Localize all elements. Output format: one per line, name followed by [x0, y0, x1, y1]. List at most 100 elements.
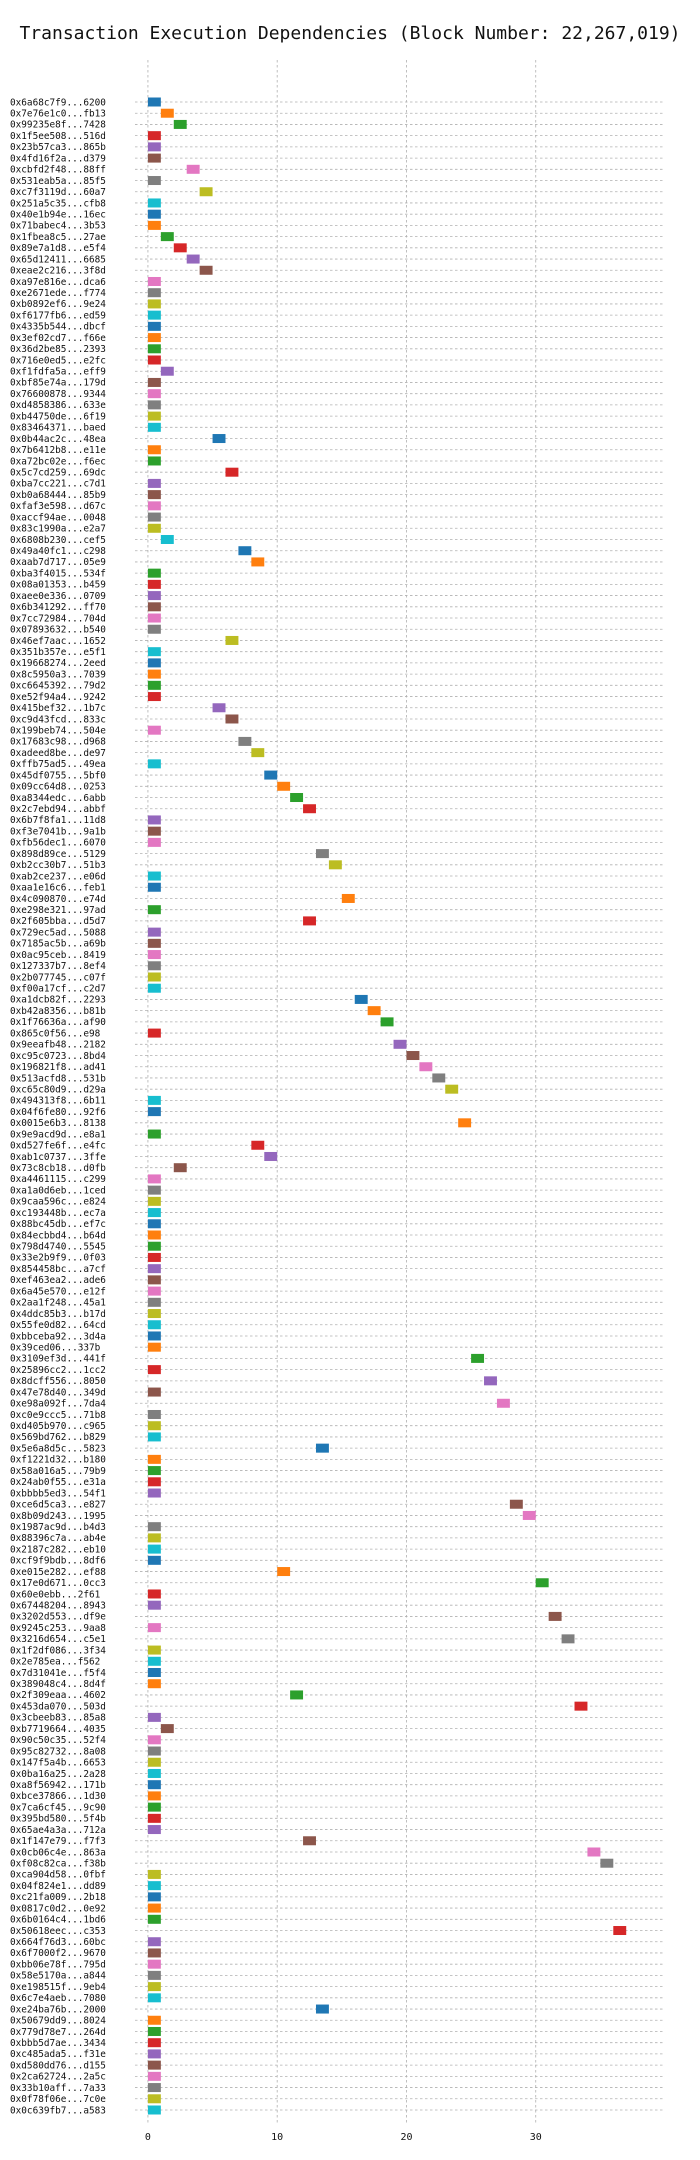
y-tick-label: 0x7d31041e...f5f4: [10, 1668, 106, 1679]
transaction-bar: [173, 119, 187, 129]
y-tick-label: 0xbce37866...1d30: [10, 1791, 106, 1802]
transaction-bar: [264, 1151, 278, 1161]
transaction-bar: [574, 1701, 588, 1711]
y-tick-label: 0x65ae4a3a...712a: [10, 1825, 106, 1836]
transaction-bar: [147, 624, 161, 634]
transaction-bar: [147, 871, 161, 881]
y-tick-label: 0x76600878...9344: [10, 389, 106, 400]
y-tick-label: 0x147f5a4b...6653: [10, 1758, 106, 1769]
transaction-bar: [147, 972, 161, 982]
transaction-bar: [147, 344, 161, 354]
transaction-bar: [238, 736, 252, 746]
y-tick-label: 0xd4858386...633e: [10, 400, 106, 411]
y-tick-label: 0xd405b970...c965: [10, 1421, 106, 1432]
y-tick-label: 0x83464371...baed: [10, 423, 106, 434]
transaction-bar: [147, 1533, 161, 1543]
y-tick-label: 0xbbbb5ed3...54f1: [10, 1488, 106, 1499]
transaction-bar: [147, 1129, 161, 1139]
y-tick-label: 0xc7f3119d...60a7: [10, 187, 106, 198]
transaction-bar: [147, 950, 161, 960]
transaction-bar: [147, 882, 161, 892]
y-tick-label: 0x99235e8f...7428: [10, 120, 106, 131]
y-tick-label: 0xa72bc02e...f6ec: [10, 456, 106, 467]
transaction-bar: [147, 142, 161, 152]
y-tick-label: 0xf3e7041b...9a1b: [10, 826, 106, 837]
transaction-bar: [147, 1454, 161, 1464]
y-tick-label: 0xc9d43fcd...833c: [10, 714, 106, 725]
y-tick-label: 0xffb75ad5...49ea: [10, 759, 106, 770]
y-tick-label: 0x9245c253...9aa8: [10, 1623, 106, 1634]
transaction-bar: [147, 1252, 161, 1262]
y-tick-label: 0x854458bc...a7cf: [10, 1264, 106, 1275]
transaction-bar: [147, 1174, 161, 1184]
transaction-bar: [147, 1645, 161, 1655]
y-tick-label: 0xf1221d32...b180: [10, 1455, 106, 1466]
transaction-bar: [147, 1869, 161, 1879]
transaction-bar: [147, 198, 161, 208]
y-tick-label: 0xb2cc30b7...51b3: [10, 860, 106, 871]
transaction-bar: [147, 209, 161, 219]
y-tick-label: 0xf1fdfa5a...eff9: [10, 367, 106, 378]
y-tick-label: 0xc0e9ccc5...71b8: [10, 1410, 106, 1421]
y-tick-label: 0xf00a17cf...c2d7: [10, 984, 106, 995]
transaction-bar: [147, 725, 161, 735]
transaction-bar: [147, 1668, 161, 1678]
transaction-bar: [147, 501, 161, 511]
y-tick-label: 0xf6177fb6...ed59: [10, 310, 106, 321]
y-tick-label: 0xab1c0737...3ffe: [10, 1152, 106, 1163]
y-tick-label: 0x88396c7a...ab4e: [10, 1533, 106, 1544]
transaction-bar: [147, 2049, 161, 2059]
y-tick-label: 0xab2ce237...e06d: [10, 871, 106, 882]
y-tick-label: 0xb0a68444...85b9: [10, 490, 106, 501]
y-tick-labels: 0x6a68c7f9...62000x7e76e1c0...fb130x9923…: [10, 97, 106, 2116]
y-tick-label: 0x33e2b9f9...0f03: [10, 1253, 106, 1264]
transaction-bar: [147, 1342, 161, 1352]
y-tick-label: 0x17683c98...d968: [10, 737, 106, 748]
y-tick-label: 0x09cc64d8...0253: [10, 782, 106, 793]
y-tick-label: 0x531eab5a...85f5: [10, 176, 106, 187]
transaction-bar: [367, 1006, 381, 1016]
transaction-bar: [147, 1937, 161, 1947]
y-tick-label: 0xe24ba76b...2000: [10, 2004, 106, 2015]
transaction-bar: [315, 2004, 329, 2014]
transaction-bar: [445, 1084, 459, 1094]
transaction-bar: [147, 1477, 161, 1487]
transaction-bar: [147, 1903, 161, 1913]
transaction-bar: [419, 1062, 433, 1072]
transaction-bar: [212, 434, 226, 444]
y-tick-label: 0xc65c80d9...d29a: [10, 1084, 106, 1095]
y-tick-label: 0x95c82732...8a08: [10, 1746, 106, 1757]
transaction-bar: [147, 1387, 161, 1397]
transaction-bar: [147, 1948, 161, 1958]
transaction-bar: [147, 1522, 161, 1532]
y-tick-label: 0x0015e6b3...8138: [10, 1118, 106, 1129]
transaction-bar: [147, 288, 161, 298]
y-tick-label: 0x58e5170a...a844: [10, 1971, 106, 1982]
transaction-bar: [496, 1398, 510, 1408]
y-tick-label: 0x49a40fc1...c298: [10, 546, 106, 557]
y-tick-label: 0xd527fe6f...e4fc: [10, 1141, 106, 1152]
y-tick-label: 0xc21fa009...2b18: [10, 1892, 106, 1903]
transaction-bar: [147, 1970, 161, 1980]
y-tick-label: 0x6b0164c4...1bd6: [10, 1915, 106, 1926]
y-tick-label: 0x17e0d671...0cc3: [10, 1578, 106, 1589]
x-tick-labels: 0 10 20 30: [145, 2132, 542, 2143]
y-tick-label: 0x7e76e1c0...fb13: [10, 109, 106, 120]
transaction-bar: [147, 355, 161, 365]
y-tick-label: 0x1f76636a...af90: [10, 1017, 106, 1028]
transaction-bar: [147, 905, 161, 915]
transaction-bar: [147, 1264, 161, 1274]
transaction-bar: [186, 254, 200, 264]
y-tick-label: 0x729ec5ad...5088: [10, 927, 106, 938]
y-tick-label: 0xe98a092f...7da4: [10, 1399, 106, 1410]
y-tick-label: 0x6c7e4aeb...7080: [10, 1993, 106, 2004]
y-tick-label: 0xeae2c216...3f8d: [10, 266, 106, 277]
y-tick-label: 0x04f6fe80...92f6: [10, 1107, 106, 1118]
transaction-bar: [380, 1017, 394, 1027]
transaction-bar: [147, 927, 161, 937]
y-tick-label: 0x7cc72984...704d: [10, 613, 106, 624]
y-tick-label: 0xe198515f...9eb4: [10, 1982, 106, 1993]
y-tick-label: 0x50618eec...c353: [10, 1926, 106, 1937]
y-tick-label: 0x1f5ee508...516d: [10, 131, 106, 142]
transaction-bar: [147, 299, 161, 309]
